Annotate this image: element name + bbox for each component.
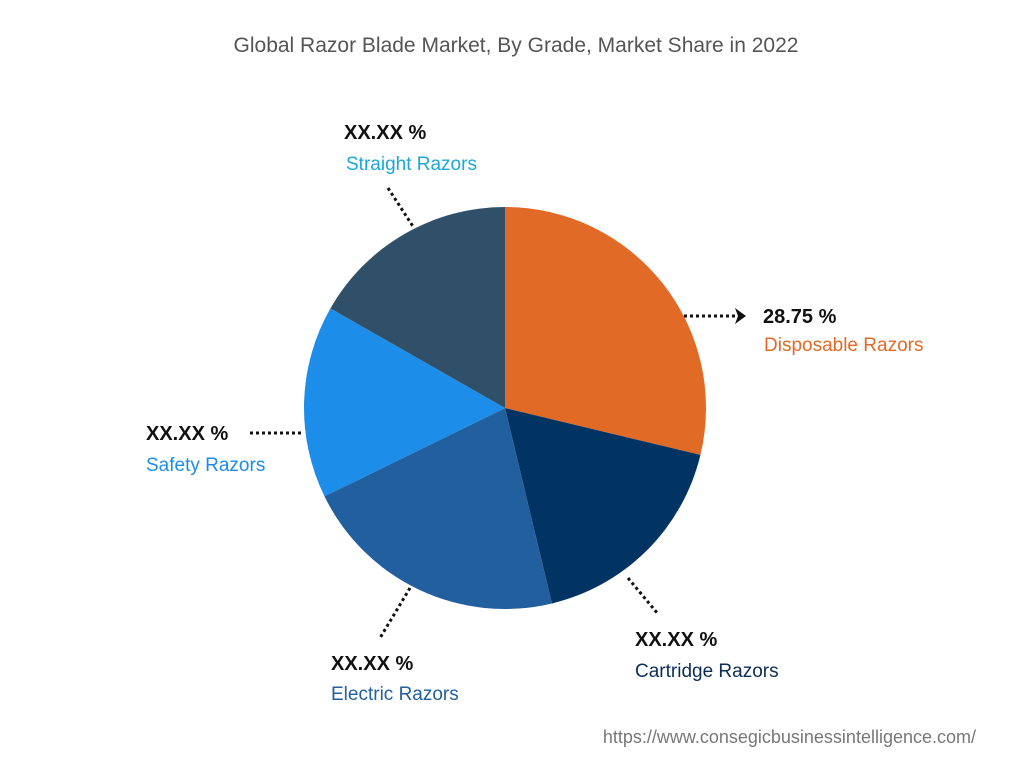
category-label: Cartridge Razors [635, 661, 779, 682]
pct-label: XX.XX % [344, 122, 426, 144]
leader-straight [386, 187, 416, 229]
leader-cartridge [626, 577, 660, 615]
arrow-head-icon [735, 308, 746, 324]
leader-electric [378, 587, 412, 639]
pie-slice-cartridge-razors [505, 408, 701, 604]
pct-label: XX.XX % [331, 653, 413, 675]
category-label: Safety Razors [146, 455, 265, 476]
category-label: Straight Razors [346, 154, 477, 175]
category-label: Disposable Razors [764, 335, 923, 356]
pie-slice-electric-razors [324, 408, 552, 609]
category-label: Electric Razors [331, 684, 459, 705]
chart-title: Global Razor Blade Market, By Grade, Mar… [234, 34, 799, 57]
pie-slice-disposable-razors [505, 207, 706, 455]
pie-slice-safety-razors [304, 308, 505, 497]
pie-slices [304, 207, 706, 609]
source-url[interactable]: https://www.consegicbusinessintelligence… [603, 727, 976, 747]
pct-label: XX.XX % [635, 629, 717, 651]
pct-label: 28.75 % [763, 306, 837, 328]
pct-label: XX.XX % [146, 423, 228, 445]
pie-slice-straight-razors [330, 207, 505, 408]
